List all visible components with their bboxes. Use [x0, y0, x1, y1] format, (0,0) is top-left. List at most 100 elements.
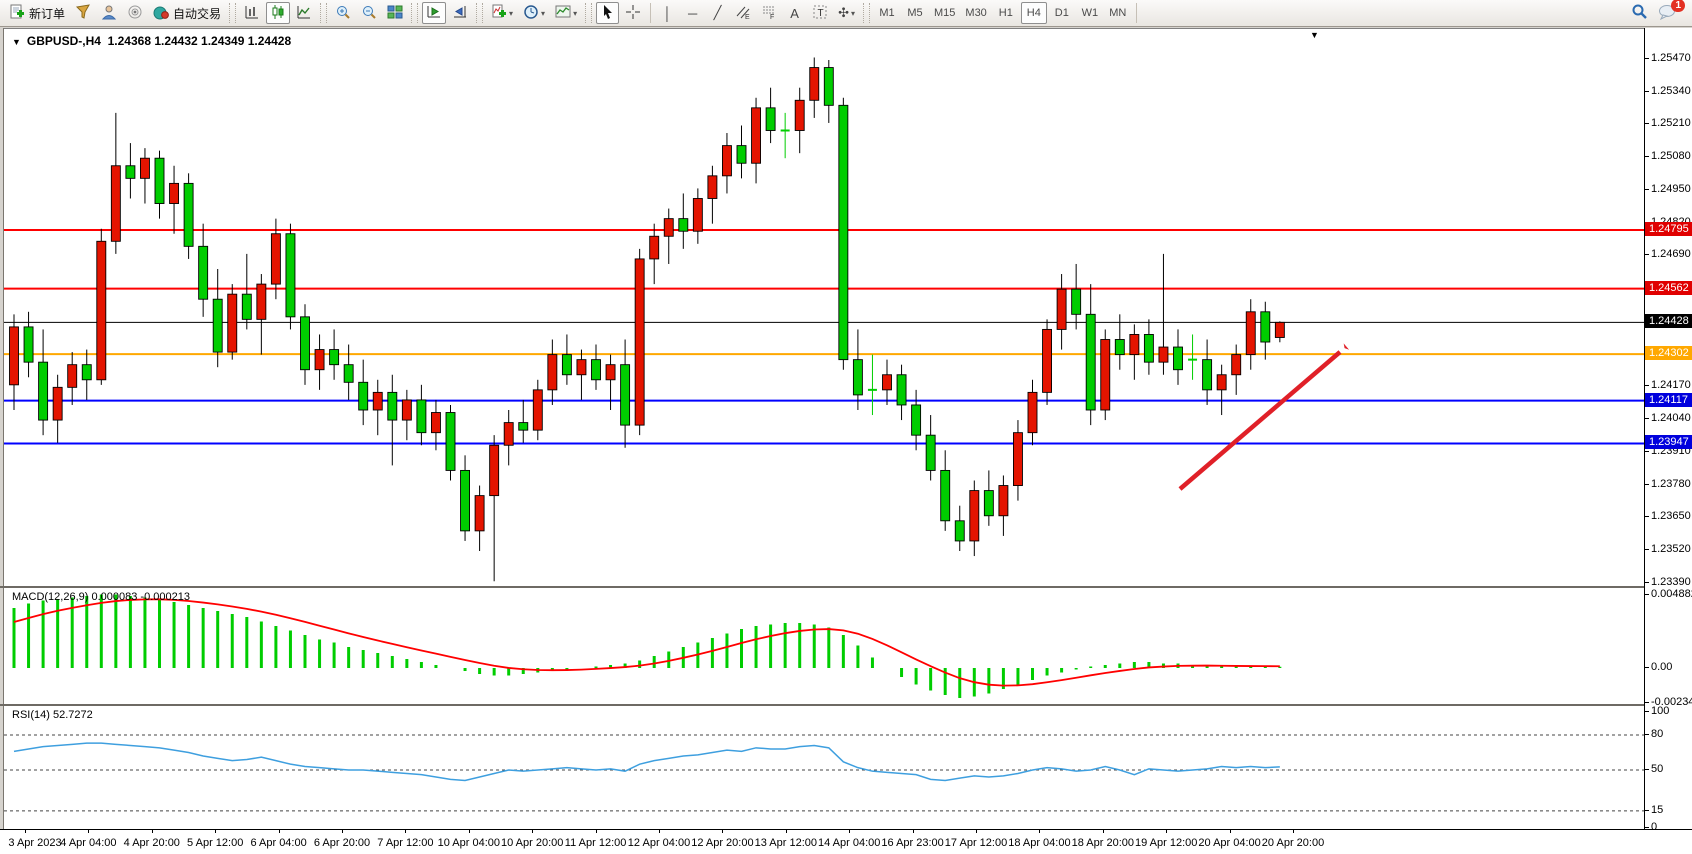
cursor-button[interactable]: [596, 2, 620, 24]
vline-button[interactable]: │: [656, 2, 679, 24]
search-button[interactable]: [1627, 2, 1652, 24]
candle-body: [1100, 339, 1111, 411]
candle-body: [1114, 339, 1125, 356]
chart-shift-marker-icon[interactable]: ▼: [1310, 30, 1319, 40]
candle-body: [983, 490, 994, 517]
tf-m1-button[interactable]: M1: [879, 7, 895, 19]
trendline-button[interactable]: ╱: [706, 2, 729, 24]
tf-w1-button[interactable]: W1: [1081, 7, 1099, 19]
radar-icon: [127, 4, 143, 23]
candlestick-button[interactable]: [266, 2, 291, 24]
candle-body: [620, 364, 631, 426]
time-tick: [468, 830, 470, 833]
dropdown-arrow-icon: ▾: [509, 8, 514, 18]
periods-button[interactable]: ▾: [519, 2, 549, 24]
funnel-button[interactable]: [71, 2, 95, 24]
time-axis-label: 3 Apr 2023: [8, 837, 62, 849]
channel-button[interactable]: E: [731, 2, 755, 24]
arrows-button[interactable]: ✣ ▾: [834, 2, 859, 24]
bar-chart-icon: [244, 4, 260, 23]
candle-body: [1274, 321, 1285, 338]
candle-body: [518, 422, 529, 431]
chat-button[interactable]: 1: [1654, 0, 1685, 24]
profile-icon: [101, 4, 117, 23]
dropdown-arrow-icon: ▾: [541, 8, 546, 18]
tf-mn-button[interactable]: MN: [1109, 7, 1127, 19]
time-axis-label: 18 Apr 04:00: [1008, 837, 1071, 849]
new-order-label: 新订单: [29, 6, 66, 21]
toolbar: 新订单 自动交易 ▾ ▾: [0, 0, 1692, 27]
rsi-canvas[interactable]: [4, 706, 1644, 829]
candle-body: [1143, 334, 1154, 363]
toolbar-grip: [863, 3, 870, 23]
candle-body: [925, 434, 936, 471]
auto-trading-button[interactable]: 自动交易: [149, 2, 225, 24]
candle-body: [96, 240, 107, 381]
macd-label: MACD(12,26,9) 0.000083 -0.000213: [12, 591, 190, 603]
rsi-pane[interactable]: RSI(14) 52.7272: [4, 706, 1644, 829]
trend-arrow-head: [1343, 343, 1350, 350]
candle-body: [605, 364, 616, 381]
macd-canvas[interactable]: [4, 588, 1644, 704]
price-level-badge: 1.24795: [1645, 221, 1692, 236]
trend-arrow-line[interactable]: [1178, 350, 1342, 491]
candle-body: [1071, 288, 1082, 315]
crosshair-button[interactable]: [621, 2, 645, 24]
candle-body: [183, 182, 194, 247]
templates-button[interactable]: ▾: [551, 2, 581, 24]
price-axis-label: 1.25340: [1645, 84, 1691, 97]
zoom-in-button[interactable]: [331, 2, 355, 24]
time-tick: [215, 830, 217, 833]
tf-m5-button[interactable]: M5: [907, 7, 923, 19]
time-tick: [849, 830, 851, 833]
chart-ohlc-values: 1.24368 1.24432 1.24349 1.24428: [107, 34, 292, 48]
time-axis[interactable]: 3 Apr 2023 4 Apr 04:00 4 Apr 20:00 5 Apr 12…: [0, 829, 1692, 854]
candle-body: [1085, 313, 1096, 411]
tile-windows-button[interactable]: [383, 2, 407, 24]
line-chart-icon: [296, 4, 312, 23]
auto-scroll-button[interactable]: [422, 2, 447, 24]
fibonacci-button[interactable]: F: [757, 2, 781, 24]
dropdown-arrow-icon: ▾: [573, 8, 578, 18]
tf-h4-button[interactable]: H4: [1020, 2, 1047, 24]
price-axis[interactable]: 1.254701.253401.252101.250801.249501.248…: [1644, 28, 1692, 833]
shift-chart-button[interactable]: [448, 2, 472, 24]
tf-d1-button[interactable]: D1: [1054, 7, 1069, 19]
profile-button[interactable]: [97, 2, 121, 24]
candle-body: [561, 354, 572, 376]
chart-window: ▼ GBPUSD-,H4 1.24368 1.24432 1.24349 1.24…: [0, 28, 1692, 854]
macd-pane[interactable]: MACD(12,26,9) 0.000083 -0.000213: [4, 588, 1644, 704]
candlestick-icon: [270, 4, 286, 23]
candle-body: [489, 444, 500, 497]
fibonacci-icon: F: [761, 4, 777, 23]
candle-body: [256, 283, 267, 320]
candle-body: [954, 520, 965, 542]
hline-button[interactable]: ─: [681, 2, 704, 24]
main-chart-pane[interactable]: ▼ GBPUSD-,H4 1.24368 1.24432 1.24349 1.24…: [4, 28, 1644, 586]
rsi-axis-label: 0: [1644, 821, 1658, 834]
text-button[interactable]: A: [783, 2, 806, 24]
candle-body: [285, 233, 296, 318]
tf-h1-button[interactable]: H1: [998, 7, 1013, 19]
bar-chart-button[interactable]: [240, 2, 264, 24]
time-axis-label: 4 Apr 04:00: [60, 837, 117, 849]
candle-body: [52, 386, 63, 421]
tf-m15-button[interactable]: M15: [934, 7, 956, 19]
radar-button[interactable]: [123, 2, 147, 24]
candle-body: [532, 389, 543, 431]
candle-body: [1056, 288, 1067, 330]
new-order-button[interactable]: 新订单: [5, 2, 69, 24]
pane-separator[interactable]: [0, 704, 1692, 706]
candlestick-canvas[interactable]: [4, 29, 1644, 587]
line-chart-button[interactable]: [292, 2, 316, 24]
price-level-badge: 1.24117: [1645, 392, 1692, 407]
tf-m30-button[interactable]: M30: [965, 7, 987, 19]
label-button[interactable]: T: [808, 2, 832, 24]
notification-badge: 1: [1671, 0, 1685, 12]
time-tick: [278, 830, 280, 833]
indicators-button[interactable]: ▾: [487, 2, 517, 24]
pane-separator[interactable]: [0, 586, 1692, 588]
candle-body: [882, 374, 892, 391]
zoom-out-button[interactable]: [357, 2, 381, 24]
rsi-axis-label: 15: [1644, 803, 1664, 816]
